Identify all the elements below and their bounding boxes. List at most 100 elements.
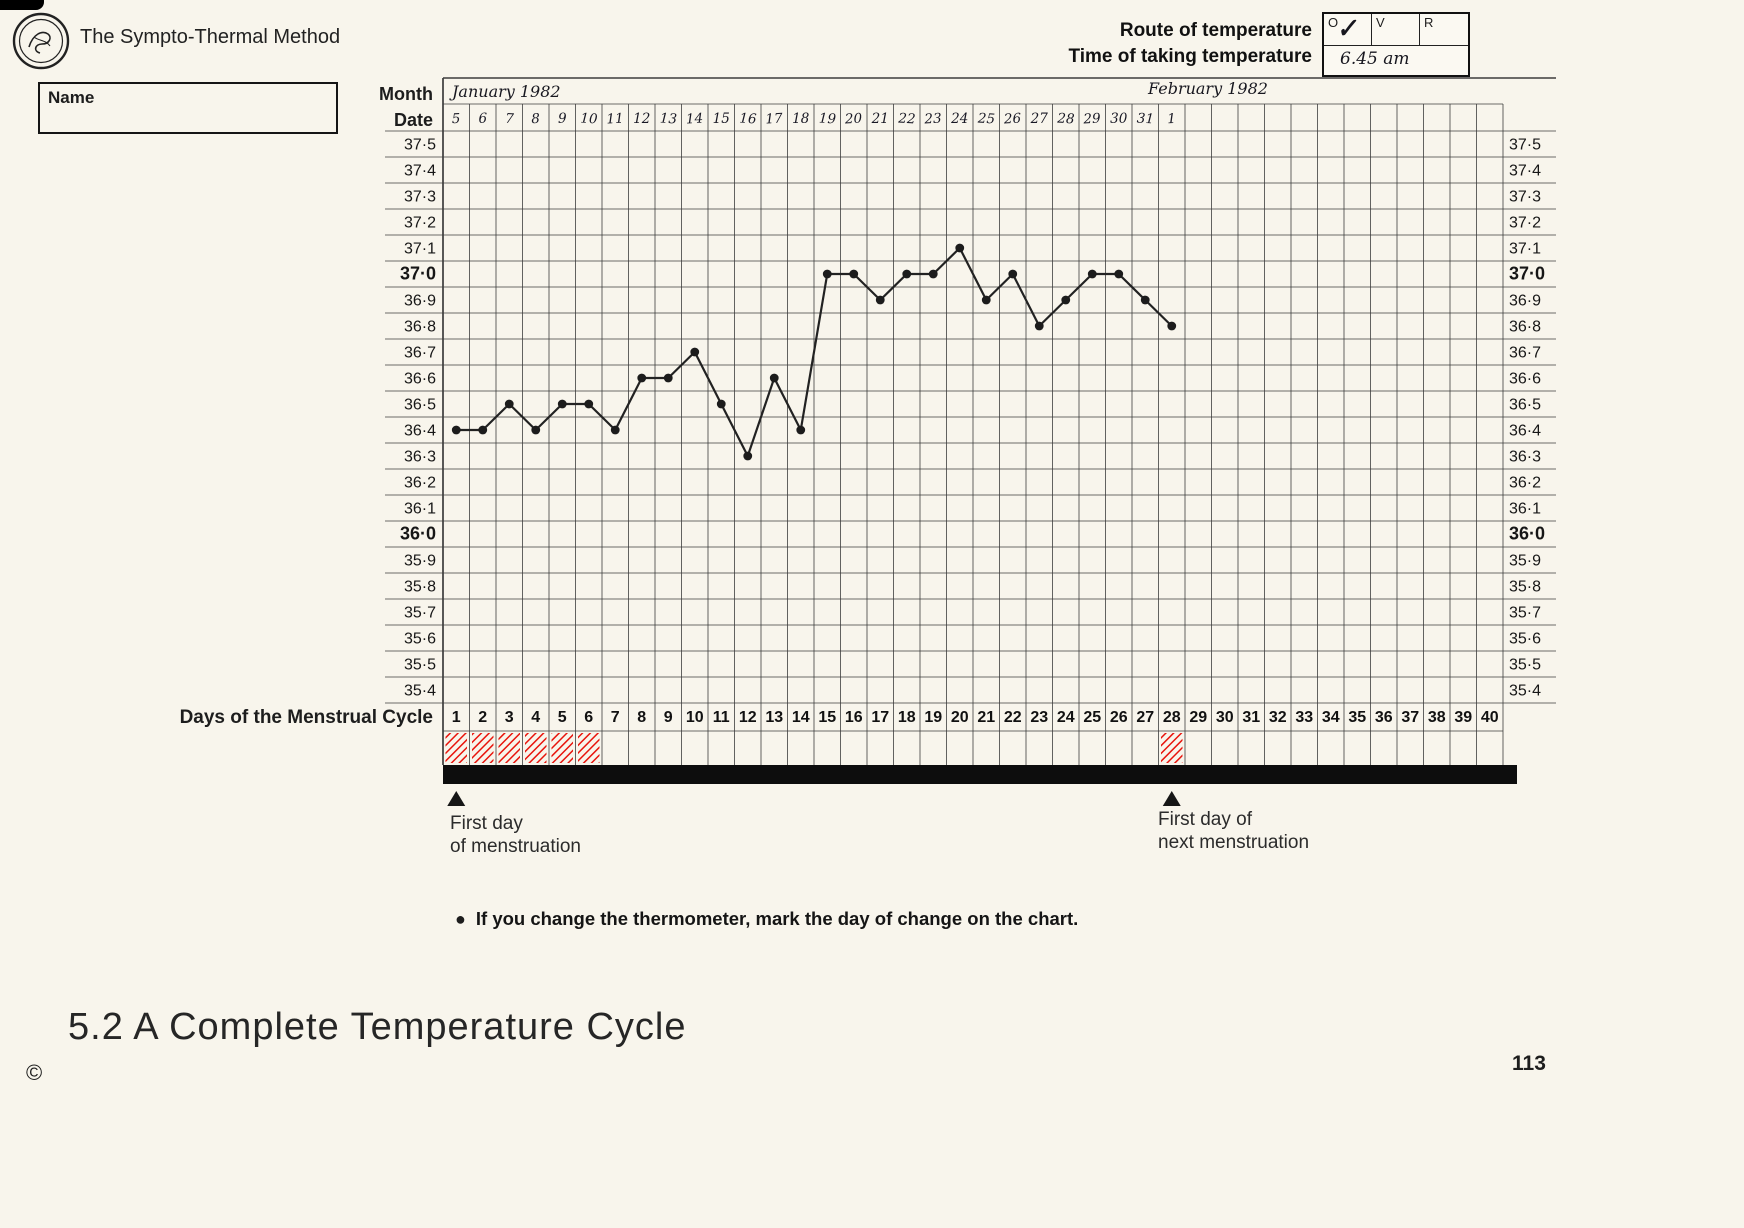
temp-tick-right: 35·8	[1509, 579, 1541, 596]
temp-tick-right: 36·4	[1509, 423, 1541, 440]
cycle-day-number: 4	[531, 709, 540, 726]
grid-lines	[385, 77, 1556, 765]
cycle-day-number: 7	[611, 709, 620, 726]
bullet-icon: ●	[455, 908, 466, 929]
date-value: 15	[713, 111, 730, 127]
temp-tick-right: 36·9	[1509, 293, 1541, 310]
date-value: 8	[531, 111, 541, 127]
menses-mark	[578, 733, 600, 763]
temp-tick-left: 36·2	[404, 475, 436, 492]
cycle-day-number: 8	[637, 709, 646, 726]
date-value: 12	[633, 111, 650, 127]
date-row-values: 5 6 7 8 9 10 11 12 13 14 15 16 17 18 19 20 21 22 23 24 25 26 2…	[451, 111, 1176, 128]
temperature-point	[1114, 269, 1124, 279]
cycle-day-number: 31	[1242, 709, 1260, 726]
temp-tick-left: 35·6	[404, 631, 436, 648]
temp-tick-right: 36·6	[1509, 371, 1541, 388]
date-value: 19	[818, 111, 836, 128]
date-value: 1	[1167, 111, 1176, 127]
date-value: 28	[1056, 111, 1075, 128]
thermometer-note-text: If you change the thermometer, mark the …	[475, 908, 1079, 929]
temperature-point	[1008, 269, 1018, 279]
date-value: 29	[1082, 111, 1101, 128]
temp-tick-left: 37·2	[404, 215, 436, 232]
route-option-o-label: O	[1328, 15, 1339, 30]
date-value: 26	[1003, 111, 1022, 128]
date-value: 31	[1136, 111, 1154, 128]
temp-tick-right: 37·4	[1509, 163, 1541, 180]
route-option-vaginal: V	[1372, 14, 1420, 45]
time-of-taking-value: 6.45 am	[1324, 45, 1468, 75]
cycle-day-number: 40	[1481, 709, 1499, 726]
name-field-label: Name	[48, 88, 95, 107]
temp-tick-right: 36·1	[1509, 501, 1541, 518]
temp-tick-right: 35·9	[1509, 553, 1541, 570]
date-value: 7	[505, 111, 515, 127]
temp-tick-right: 37·0	[1509, 264, 1545, 284]
cycle-day-number: 14	[792, 709, 810, 726]
sympto-thermal-logo-icon	[12, 12, 70, 70]
cycle-day-numbers: 1 2 3 4 5 6 7 8 9 10 11 12 13 14 15 16 17 18 19 20 21 22 23 24 2…	[452, 709, 1499, 726]
temp-tick-left: 36·1	[404, 501, 436, 518]
scan-corner-mark	[0, 0, 44, 10]
temperature-point	[690, 347, 700, 357]
menses-mark	[472, 733, 494, 763]
temperature-point	[531, 425, 541, 435]
temperature-point	[1034, 321, 1044, 331]
date-value: 14	[686, 111, 704, 128]
cycle-day-number: 28	[1163, 709, 1181, 726]
date-value: 30	[1110, 111, 1128, 127]
temp-tick-right: 36·7	[1509, 345, 1541, 362]
temperature-point	[743, 451, 753, 461]
cycle-day-number: 27	[1136, 709, 1154, 726]
cycle-day-number: 24	[1057, 709, 1075, 726]
temperature-point	[716, 399, 726, 409]
page-title: The Sympto-Thermal Method	[80, 26, 341, 48]
cycle-day-number: 25	[1083, 709, 1101, 726]
cycle-day-number: 37	[1401, 709, 1419, 726]
date-value: 24	[950, 111, 968, 127]
temperature-point	[875, 295, 885, 305]
next-caption-line1: First day of	[1158, 809, 1252, 830]
cycle-day-number: 18	[898, 709, 916, 726]
temperature-line	[456, 246, 1173, 458]
month-february-value: February 1982	[1148, 79, 1268, 98]
cycle-day-number: 21	[977, 709, 995, 726]
cycle-day-number: 16	[845, 709, 863, 726]
cycle-axis-bar	[443, 765, 1517, 784]
date-value: 18	[792, 111, 810, 127]
menses-mark	[551, 733, 573, 763]
cycle-day-number: 32	[1269, 709, 1287, 726]
cycle-day-number: 38	[1428, 709, 1446, 726]
route-of-temperature-box: O ✓ V R 6.45 am	[1322, 12, 1470, 77]
temperature-point	[849, 269, 859, 279]
temp-tick-right: 37·1	[1509, 241, 1541, 258]
temp-tick-left: 36·3	[404, 449, 436, 466]
temperature-point	[981, 295, 991, 305]
next-menstruation-caption: First day of next menstruation	[1158, 808, 1309, 854]
cycle-day-number: 1	[452, 709, 461, 726]
section-heading: 5.2 A Complete Temperature Cycle	[68, 1006, 687, 1048]
cycle-day-number: 11	[713, 709, 730, 726]
cycle-day-number: 39	[1454, 709, 1472, 726]
date-value: 23	[923, 111, 942, 128]
date-value: 16	[739, 111, 757, 128]
temperature-point	[955, 243, 965, 253]
cycle-day-number: 6	[584, 709, 593, 726]
temp-tick-right: 35·7	[1509, 605, 1541, 622]
temperature-point	[504, 399, 514, 409]
cycle-day-number: 15	[818, 709, 836, 726]
temp-tick-left: 36·0	[400, 524, 436, 544]
copyright-symbol: ©	[26, 1060, 43, 1085]
temp-tick-left: 36·4	[404, 423, 436, 440]
temperature-point	[663, 373, 673, 383]
cycle-day-number: 17	[871, 709, 889, 726]
cycle-day-number: 10	[686, 709, 704, 726]
next-menstruation-marker-icon	[1162, 791, 1181, 806]
date-value: 5	[451, 111, 460, 127]
cycle-day-number: 3	[505, 709, 514, 726]
date-value: 20	[844, 111, 863, 128]
temp-tick-left: 37·5	[404, 137, 436, 154]
